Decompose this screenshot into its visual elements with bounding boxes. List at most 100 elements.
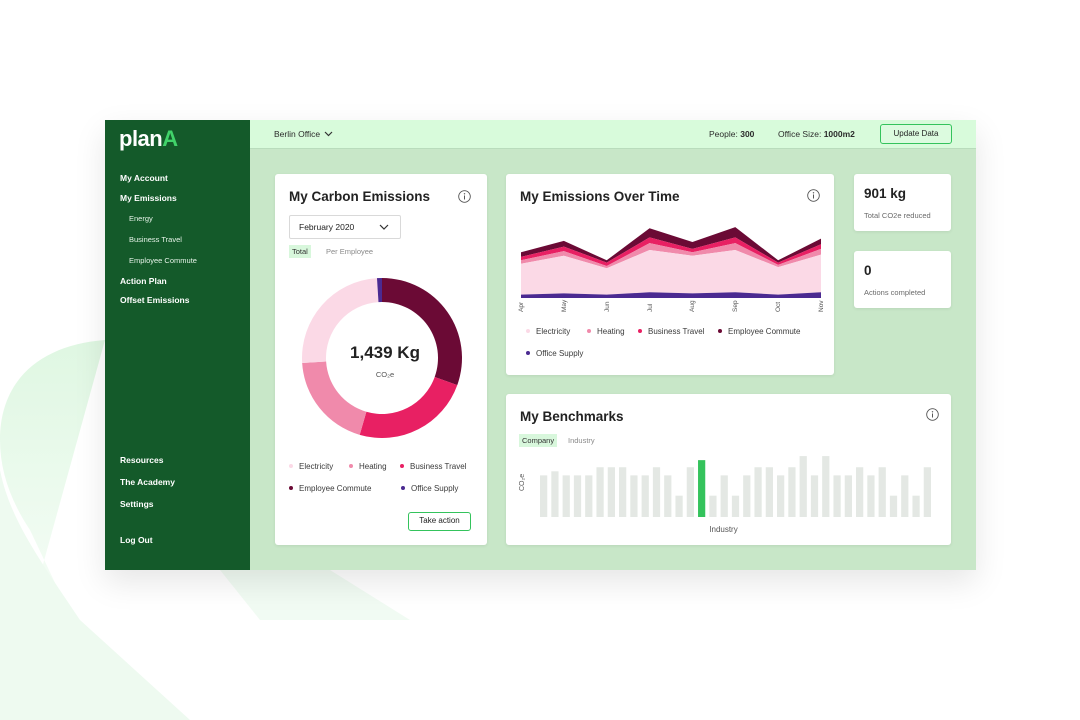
donut-center-value: 1,439 Kg [350, 343, 420, 362]
chevron-down-icon [324, 131, 333, 137]
legend-dot-office-supply [401, 486, 405, 490]
kpi-label: Actions completed [864, 288, 926, 297]
toggle-industry[interactable]: Industry [568, 436, 595, 445]
sidebar-item-action-plan[interactable]: Action Plan [120, 276, 167, 286]
area-series-office-supply [521, 292, 821, 298]
legend-dot-business-travel [638, 329, 642, 333]
benchmark-bar [720, 475, 728, 517]
benchmark-bar [788, 467, 796, 517]
legend-dot-business-travel [400, 464, 404, 468]
toggle-total[interactable]: Total [289, 245, 311, 258]
legend-dot-heating [349, 464, 353, 468]
benchmark-bar [923, 467, 931, 517]
office-size-label: Office Size: [778, 129, 822, 139]
benchmark-bar [585, 475, 593, 517]
take-action-button[interactable]: Take action [408, 512, 471, 531]
sidebar-item-energy[interactable]: Energy [129, 214, 153, 223]
benchmark-bar [856, 467, 864, 517]
x-tick-may: May [560, 299, 568, 312]
benchmark-bar [833, 475, 841, 517]
benchmark-bar [630, 475, 638, 517]
emissions-over-time-card: My Emissions Over Time Apr May Jun Jul Aug Se… [506, 174, 834, 375]
legend-label: Heating [359, 462, 387, 471]
sidebar-item-employee-commute[interactable]: Employee Commute [129, 256, 197, 265]
benchmark-bar [675, 495, 683, 517]
legend-business-travel: Business Travel [638, 327, 704, 336]
kpi-card-actions-completed: 0 Actions completed [854, 251, 951, 308]
benchmark-bar [652, 467, 661, 517]
kpi-value: 0 [864, 263, 872, 278]
legend-dot-electricity [526, 329, 530, 333]
benchmark-bar [686, 467, 694, 517]
benchmark-bar [619, 467, 627, 517]
legend-office-supply: Office Supply [401, 484, 458, 493]
brand-logo[interactable]: planA [119, 126, 178, 152]
legend-label: Business Travel [410, 462, 467, 471]
sidebar-item-my-account[interactable]: My Account [120, 173, 168, 183]
benchmark-bar [754, 467, 762, 517]
x-tick-nov: Nov [818, 300, 825, 312]
benchmark-y-axis-label: CO₂e [519, 473, 526, 491]
carbon-emissions-title: My Carbon Emissions [289, 189, 431, 204]
people-value: 300 [740, 129, 755, 139]
legend-label: Electricity [299, 462, 334, 471]
office-size-stat: Office Size: 1000m2 [778, 129, 855, 139]
emissions-donut-chart [302, 278, 462, 438]
info-icon[interactable] [458, 190, 471, 203]
sidebar-item-log-out[interactable]: Log Out [120, 535, 153, 545]
sidebar-item-my-emissions[interactable]: My Emissions [120, 193, 177, 203]
legend-electricity: Electricity [289, 462, 333, 471]
emissions-over-time-title: My Emissions Over Time [520, 189, 680, 204]
sidebar-item-settings[interactable]: Settings [120, 499, 154, 509]
toggle-per-employee[interactable]: Per Employee [326, 247, 374, 256]
donut-slice-office-supply [376, 278, 382, 303]
office-size-value: 1000m2 [823, 129, 855, 139]
emissions-area-chart [521, 227, 821, 298]
benchmark-bar [641, 475, 649, 517]
benchmark-bar [731, 495, 740, 517]
area-series-business-travel [521, 237, 821, 266]
benchmark-bar [562, 475, 570, 517]
legend-dot-employee-commute [289, 486, 293, 490]
benchmark-bar-company [698, 460, 706, 517]
legend-label: Heating [597, 327, 625, 336]
legend-label: Business Travel [648, 327, 705, 336]
legend-label: Electricity [536, 327, 571, 336]
legend-heating: Heating [349, 462, 387, 471]
benchmark-bar [540, 475, 548, 517]
legend-label: Employee Commute [728, 327, 801, 336]
info-icon[interactable] [807, 189, 820, 202]
update-data-button[interactable]: Update Data [880, 124, 952, 144]
donut-slice-electricity [302, 278, 379, 364]
benchmark-bar [709, 495, 717, 517]
donut-slice-business-travel [359, 376, 458, 438]
sidebar-item-resources[interactable]: Resources [120, 455, 164, 465]
chevron-down-icon [379, 224, 389, 230]
benchmark-bar [573, 475, 582, 517]
sidebar: planA My Account My Emissions Energy Bus… [105, 120, 250, 570]
legend-employee-commute: Employee Commute [289, 484, 371, 493]
benchmark-bar [596, 467, 604, 517]
benchmarks-title: My Benchmarks [520, 409, 624, 424]
sidebar-item-offset-emissions[interactable]: Offset Emissions [120, 295, 190, 305]
info-icon[interactable] [926, 408, 939, 421]
x-tick-aug: Aug [689, 300, 697, 312]
benchmarks-card: My Benchmarks Company Industry CO₂e Indu… [506, 394, 951, 545]
kpi-value: 901 kg [864, 186, 907, 201]
donut-slice-heating [302, 361, 367, 435]
x-tick-sep: Sep [732, 300, 740, 312]
sidebar-item-business-travel[interactable]: Business Travel [129, 235, 182, 244]
sidebar-item-the-academy[interactable]: The Academy [120, 477, 175, 487]
legend-dot-employee-commute [718, 329, 722, 333]
legend-label: Office Supply [536, 349, 584, 358]
period-select[interactable]: February 2020 [289, 215, 401, 239]
legend-dot-heating [587, 329, 591, 333]
app-window: planA My Account My Emissions Energy Bus… [105, 120, 976, 570]
benchmark-bar [664, 475, 672, 517]
benchmark-x-axis-label: Industry [709, 525, 738, 534]
people-stat: People: 300 [709, 129, 754, 139]
office-selector[interactable]: Berlin Office [274, 129, 333, 139]
benchmark-bar-chart [540, 456, 931, 517]
toggle-company[interactable]: Company [519, 434, 558, 447]
